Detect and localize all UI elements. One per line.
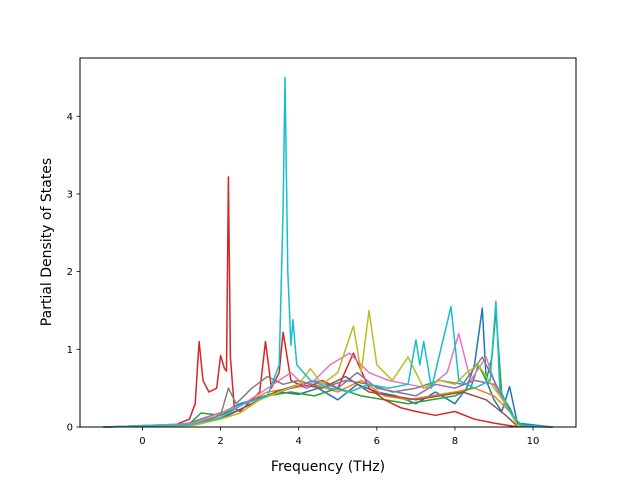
series-line-10 (103, 76, 553, 428)
series-line-6 (103, 375, 553, 428)
x-tick-label: 4 (296, 436, 302, 447)
x-tick-label: 10 (527, 436, 540, 447)
x-tick-label: 2 (217, 436, 223, 447)
plot-frame (79, 57, 577, 428)
y-axis-label: Partial Density of States (39, 158, 55, 326)
y-tick-label: 4 (67, 112, 73, 123)
series-layer (103, 76, 553, 428)
x-tick-label: 8 (452, 436, 458, 447)
y-tick-label: 3 (67, 189, 73, 200)
x-tick-label: 0 (139, 436, 145, 447)
y-tick-label: 2 (67, 267, 73, 278)
y-tick-label: 1 (67, 345, 73, 356)
series-line-4 (103, 176, 553, 428)
x-ticks: 0 2 4 6 8 10 (139, 427, 539, 447)
x-axis-label: Frequency (THz) (271, 459, 385, 475)
series-line-9 (103, 309, 553, 428)
x-tick-label: 6 (374, 436, 380, 447)
y-tick-label: 0 (67, 423, 73, 434)
y-ticks: 0 1 2 3 4 (67, 112, 80, 434)
